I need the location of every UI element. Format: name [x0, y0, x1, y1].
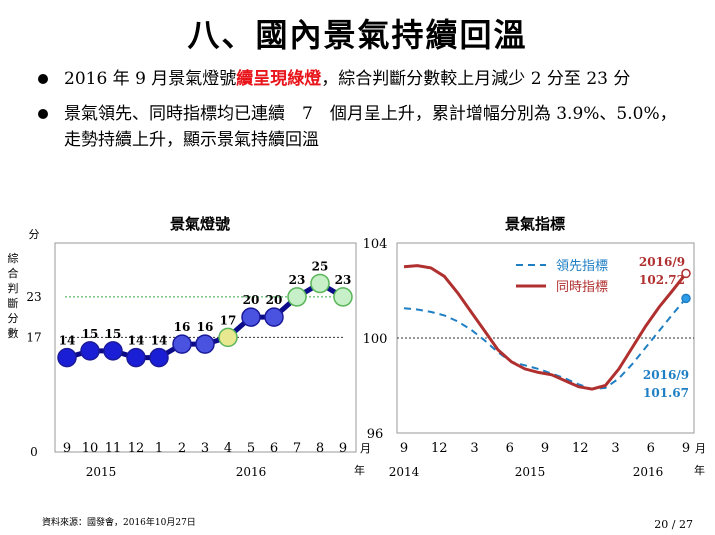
signal-point — [218, 327, 238, 348]
y-tick-index: 104 — [363, 237, 388, 252]
legend-label-coincident: 同時指標 — [556, 280, 608, 295]
x-tick-signal: 8 — [316, 441, 324, 456]
data-label-signal: 14 — [151, 334, 168, 348]
page-title: 八、國內景氣持續回溫 — [187, 16, 528, 54]
y-tick-index: 100 — [363, 332, 388, 347]
x-tick-index: 9 — [682, 441, 690, 456]
data-label-signal: 14 — [128, 334, 145, 348]
x-tick-index: 9 — [541, 441, 549, 456]
bullet-2-text: 景氣領先、同時指標均已連續 7 個月呈上升，累計增幅分別為 3.9%、5.0%，… — [64, 104, 677, 150]
x-tick-signal: 11 — [105, 441, 122, 456]
x-tick-signal: 4 — [224, 441, 232, 456]
y-tick-index: 96 — [367, 427, 384, 442]
x-tick-signal: 3 — [201, 441, 209, 456]
x-tick-signal: 7 — [293, 441, 301, 456]
x-tick-index: 12 — [431, 441, 448, 456]
data-label-signal: 15 — [105, 327, 122, 341]
x-tick-signal: 5 — [247, 441, 255, 456]
data-label-signal: 20 — [266, 293, 283, 307]
data-label-signal: 23 — [289, 273, 306, 287]
end-label-value-coincident: 102.72 — [639, 273, 685, 287]
y-tick-signal: 23 — [26, 290, 41, 304]
series-line-coincident — [403, 264, 688, 391]
signal-point — [126, 347, 146, 368]
end-point-leading — [681, 293, 691, 304]
y-unit-signal: 分 — [29, 228, 40, 241]
year-label-index: 2016 — [633, 465, 664, 479]
bullet-item-1: 2016 年 9 月景氣燈號續呈現綠燈，綜合判斷分數較上月減少 2 分至 23 … — [38, 66, 688, 92]
data-label-signal: 15 — [82, 327, 99, 341]
x-tick-index: 12 — [572, 441, 589, 456]
signal-point — [333, 287, 353, 307]
page-number: 20 / 27 — [654, 518, 693, 531]
x-tick-index: 3 — [611, 441, 619, 456]
data-label-signal: 23 — [335, 273, 352, 287]
end-point-coincident — [681, 268, 691, 279]
bullet-item-2: 景氣領先、同時指標均已連續 7 個月呈上升，累計增幅分別為 3.9%、5.0%，… — [38, 101, 688, 153]
year-label-index: 2015 — [515, 465, 546, 479]
signal-point — [264, 307, 284, 327]
x-tick-signal: 6 — [270, 441, 278, 456]
bullet-dot-icon — [38, 74, 48, 84]
bullet-1-pre: 2016 年 9 月景氣燈號 — [64, 69, 237, 89]
x-tick-signal: 1 — [155, 441, 163, 456]
signal-point — [172, 334, 192, 354]
signal-point — [149, 347, 169, 368]
chart-title-signal: 景氣燈號 — [170, 215, 230, 233]
x-unit-signal: 月 — [360, 442, 371, 455]
x-tick-index: 6 — [506, 441, 514, 456]
end-label-date-leading: 2016/9 — [643, 368, 689, 382]
chart-title-index: 景氣指標 — [505, 215, 565, 233]
year-label-signal: 2016 — [236, 465, 267, 479]
x-tick-signal: 9 — [63, 441, 71, 456]
bullet-1-post: ，綜合判斷分數較上月減少 2 分至 23 分 — [321, 69, 631, 89]
x-unit-index: 月 — [695, 442, 706, 455]
end-label-date-coincident: 2016/9 — [639, 255, 685, 269]
signal-point — [241, 307, 261, 327]
signal-point — [195, 334, 215, 354]
signal-point — [80, 341, 100, 361]
bullet-dot-icon — [38, 109, 48, 119]
x-tick-signal: 2 — [178, 441, 186, 456]
data-label-signal: 17 — [220, 313, 237, 327]
bullet-1-highlight: 續呈現綠燈 — [236, 69, 322, 89]
legend-label-leading: 領先指標 — [556, 258, 608, 274]
x-tick-index: 9 — [400, 441, 408, 456]
signal-point — [287, 287, 307, 307]
data-label-signal: 20 — [243, 293, 260, 307]
signal-point — [310, 273, 330, 294]
data-label-signal: 25 — [312, 259, 329, 273]
data-label-signal: 16 — [174, 320, 191, 334]
data-label-signal: 14 — [59, 334, 76, 348]
year-label-signal: 2015 — [86, 465, 117, 479]
x-tick-index: 3 — [470, 441, 478, 456]
signal-point — [57, 347, 77, 368]
signal-point — [103, 341, 123, 361]
x-tick-signal: 12 — [128, 441, 145, 456]
year-unit-index: 年 — [694, 463, 705, 477]
series-line-leading — [403, 297, 687, 391]
x-tick-signal: 9 — [339, 441, 347, 456]
year-unit-signal: 年 — [354, 463, 365, 477]
y-axis-label-signal: 綜合判斷分數 — [8, 251, 19, 340]
x-tick-signal: 10 — [82, 441, 99, 456]
source-note: 資料來源：國發會，2016年10月27日 — [42, 518, 196, 528]
bullet-list: 2016 年 9 月景氣燈號續呈現綠燈，綜合判斷分數較上月減少 2 分至 23 … — [38, 66, 688, 162]
year-label-index: 2014 — [389, 465, 420, 479]
y-tick-signal: 0 — [30, 445, 38, 459]
end-label-value-leading: 101.67 — [643, 386, 689, 400]
x-tick-index: 6 — [647, 441, 655, 456]
y-tick-signal: 17 — [26, 330, 41, 344]
data-label-signal: 16 — [197, 320, 214, 334]
